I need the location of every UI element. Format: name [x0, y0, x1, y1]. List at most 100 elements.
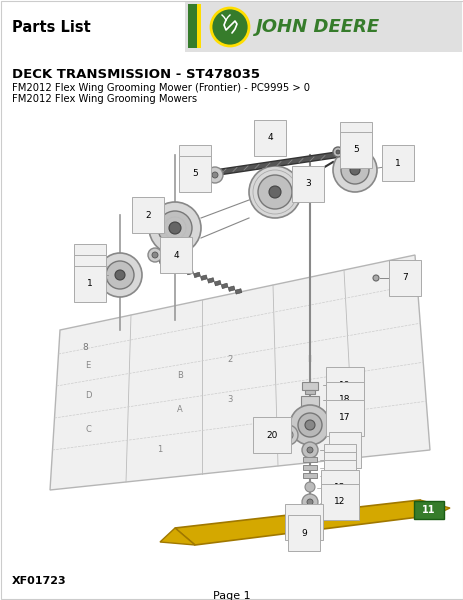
- Circle shape: [304, 420, 314, 430]
- Bar: [301, 382, 317, 390]
- Text: 8: 8: [341, 445, 347, 455]
- Bar: [221, 283, 228, 289]
- Text: 9: 9: [300, 529, 306, 538]
- Bar: [235, 289, 241, 294]
- Circle shape: [115, 270, 125, 280]
- Bar: [214, 280, 221, 286]
- Text: JOHN DEERE: JOHN DEERE: [256, 18, 379, 36]
- Text: 14: 14: [334, 472, 344, 481]
- Bar: [302, 465, 316, 470]
- Circle shape: [340, 156, 368, 184]
- Text: 7: 7: [401, 274, 407, 283]
- FancyBboxPatch shape: [413, 501, 443, 519]
- Polygon shape: [175, 500, 434, 545]
- Text: FM2012 Flex Wing Grooming Mower (Frontier) - PC9995 > 0: FM2012 Flex Wing Grooming Mower (Frontie…: [12, 83, 309, 93]
- Circle shape: [211, 8, 249, 46]
- Circle shape: [289, 405, 329, 445]
- Text: A: A: [177, 406, 182, 415]
- Circle shape: [149, 202, 200, 254]
- Text: 5: 5: [87, 269, 93, 277]
- Circle shape: [304, 510, 314, 520]
- Text: 5: 5: [352, 145, 358, 154]
- Text: 2: 2: [227, 355, 232, 364]
- Circle shape: [148, 248, 162, 262]
- Text: 1: 1: [87, 280, 93, 289]
- Text: 6: 6: [352, 136, 358, 145]
- Text: Parts List: Parts List: [12, 20, 91, 35]
- Circle shape: [304, 482, 314, 492]
- Text: 17: 17: [338, 413, 350, 422]
- Bar: [159, 259, 165, 264]
- Circle shape: [307, 447, 313, 453]
- Bar: [172, 264, 179, 269]
- Bar: [304, 390, 314, 394]
- Text: DECK TRANSMISSION - ST478035: DECK TRANSMISSION - ST478035: [12, 68, 259, 81]
- Text: 18: 18: [338, 395, 350, 404]
- Polygon shape: [50, 255, 429, 490]
- Polygon shape: [419, 500, 449, 515]
- Text: 10: 10: [298, 517, 309, 527]
- Text: Page 1: Page 1: [213, 591, 250, 600]
- Circle shape: [349, 165, 359, 175]
- Circle shape: [206, 167, 223, 183]
- Text: XF01723: XF01723: [12, 576, 67, 586]
- Circle shape: [335, 150, 339, 154]
- Text: 15: 15: [334, 463, 344, 473]
- Text: 4: 4: [173, 251, 178, 259]
- Text: 2: 2: [145, 211, 150, 220]
- Bar: [193, 272, 200, 278]
- Text: 13: 13: [333, 484, 345, 493]
- Bar: [188, 4, 197, 48]
- Bar: [200, 275, 207, 280]
- Circle shape: [169, 222, 181, 234]
- Circle shape: [106, 261, 134, 289]
- Circle shape: [98, 253, 142, 297]
- Circle shape: [332, 147, 342, 157]
- Text: 16: 16: [334, 455, 344, 464]
- Text: 3: 3: [227, 395, 232, 404]
- Circle shape: [301, 494, 317, 510]
- Circle shape: [282, 430, 292, 440]
- Circle shape: [297, 413, 321, 437]
- Circle shape: [277, 425, 297, 445]
- Text: E: E: [85, 361, 90, 370]
- Circle shape: [332, 148, 376, 192]
- Bar: [207, 278, 214, 283]
- Bar: [166, 261, 172, 266]
- Bar: [302, 473, 316, 478]
- Bar: [197, 4, 200, 48]
- Circle shape: [269, 186, 281, 198]
- Text: 1: 1: [394, 158, 400, 167]
- Polygon shape: [160, 528, 194, 545]
- Circle shape: [212, 172, 218, 178]
- Circle shape: [152, 252, 158, 258]
- Bar: [300, 396, 319, 406]
- Circle shape: [249, 166, 300, 218]
- Text: 1: 1: [157, 445, 162, 455]
- Text: 20: 20: [266, 431, 277, 439]
- Circle shape: [257, 175, 291, 209]
- Circle shape: [372, 275, 378, 281]
- Text: II: II: [307, 355, 312, 364]
- Text: 6: 6: [192, 158, 197, 167]
- Text: D: D: [85, 391, 91, 400]
- Bar: [179, 266, 186, 272]
- Text: 8: 8: [82, 343, 88, 352]
- Text: 11: 11: [421, 505, 435, 515]
- Text: C: C: [85, 425, 91, 434]
- Circle shape: [307, 499, 313, 505]
- Bar: [302, 457, 316, 462]
- Bar: [186, 269, 193, 275]
- Text: 19: 19: [338, 380, 350, 389]
- Text: 12: 12: [334, 497, 345, 506]
- Circle shape: [158, 211, 192, 245]
- Bar: [228, 286, 234, 292]
- Text: FM2012 Flex Wing Grooming Mowers: FM2012 Flex Wing Grooming Mowers: [12, 94, 197, 104]
- Text: 6: 6: [87, 257, 93, 266]
- Text: B: B: [177, 370, 182, 379]
- Text: 4: 4: [267, 133, 272, 142]
- Text: 5: 5: [192, 169, 197, 179]
- Text: 3: 3: [305, 179, 310, 188]
- Circle shape: [301, 442, 317, 458]
- Bar: [185, 2, 461, 52]
